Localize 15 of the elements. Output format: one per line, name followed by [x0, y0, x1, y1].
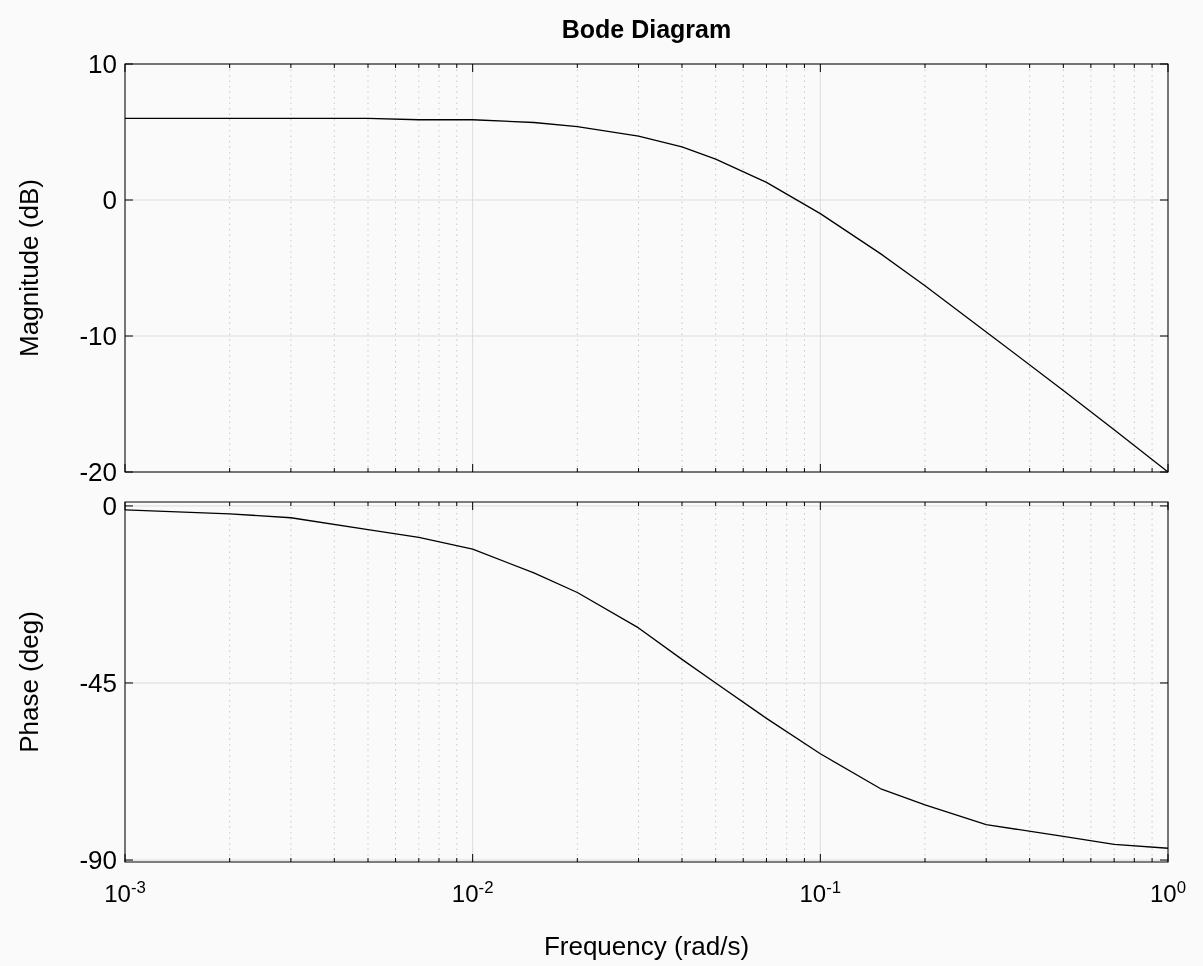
- y-tick-label: -10: [79, 321, 117, 351]
- x-tick-label: 10$^{-1}$: [799, 877, 842, 907]
- y-tick-label: 0: [102, 490, 117, 521]
- y-axis-title: Magnitude (dB): [14, 179, 44, 357]
- y-axis-title: Phase (deg): [14, 611, 44, 753]
- y-tick-label: -20: [79, 457, 117, 487]
- x-tick-label: 10$^{-3}$: [104, 877, 146, 907]
- x-axis-title: Frequency (rad/s): [543, 931, 750, 961]
- y-tick-label: -90: [79, 845, 117, 876]
- y-tick-label: 10: [88, 49, 117, 79]
- x-tick-label: 10$^{0}$: [1149, 877, 1187, 907]
- x-tick-label: 10$^{-2}$: [451, 877, 494, 907]
- y-tick-label: 0: [102, 185, 117, 215]
- y-tick-label: -45: [79, 667, 117, 698]
- chart-title: Bode Diagram: [561, 15, 732, 43]
